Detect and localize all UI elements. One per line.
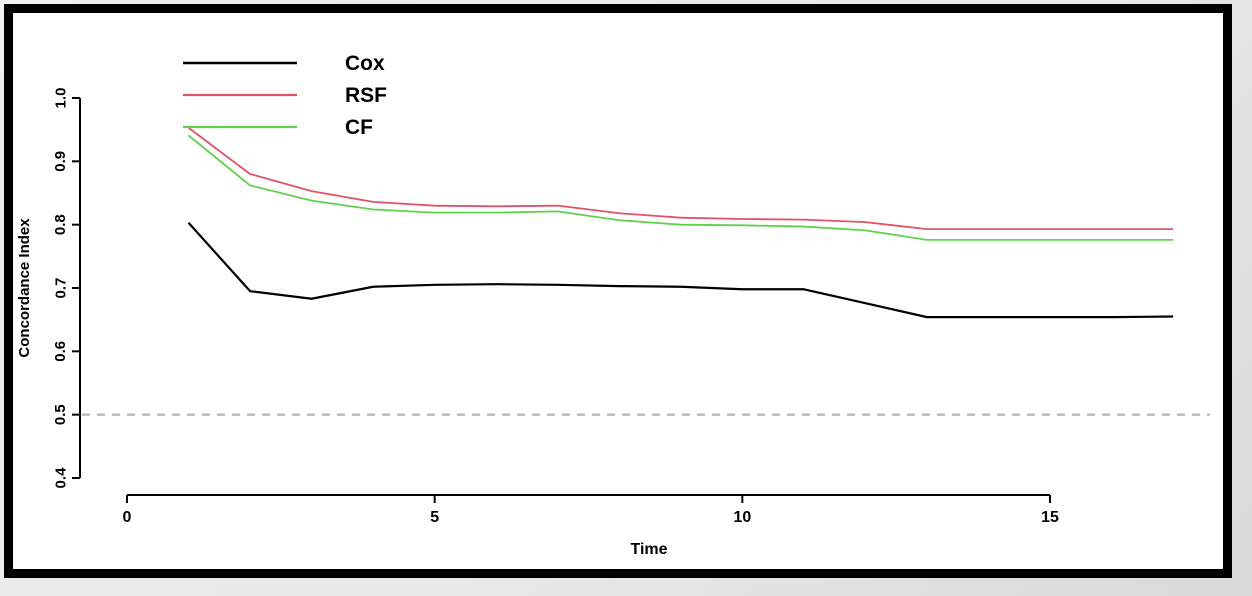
series-line-cf	[187, 134, 1174, 241]
y-axis-title: Concordance Index	[16, 218, 33, 358]
legend-label-rsf: RSF	[345, 84, 387, 107]
x-tick-label: 15	[1041, 509, 1059, 526]
x-tick-label: 5	[430, 509, 439, 526]
x-tick-label: 0	[123, 509, 132, 526]
x-tick-label: 10	[733, 509, 751, 526]
y-tick-label: 0.6	[52, 341, 69, 362]
y-tick-label: 0.5	[52, 404, 69, 425]
series-line-rsf	[187, 127, 1174, 231]
y-tick-label: 0.8	[52, 214, 69, 235]
y-tick-label: 0.9	[52, 151, 69, 172]
legend-label-cf: CF	[345, 116, 373, 139]
series-line-cox	[187, 222, 1174, 319]
y-tick-label: 0.7	[52, 278, 69, 299]
y-tick-label: 0.4	[52, 467, 69, 489]
y-tick-label: 1.0	[52, 88, 69, 109]
x-axis-title: Time	[630, 541, 667, 558]
legend-label-cox: Cox	[345, 52, 385, 75]
figure-frame	[4, 4, 1232, 578]
